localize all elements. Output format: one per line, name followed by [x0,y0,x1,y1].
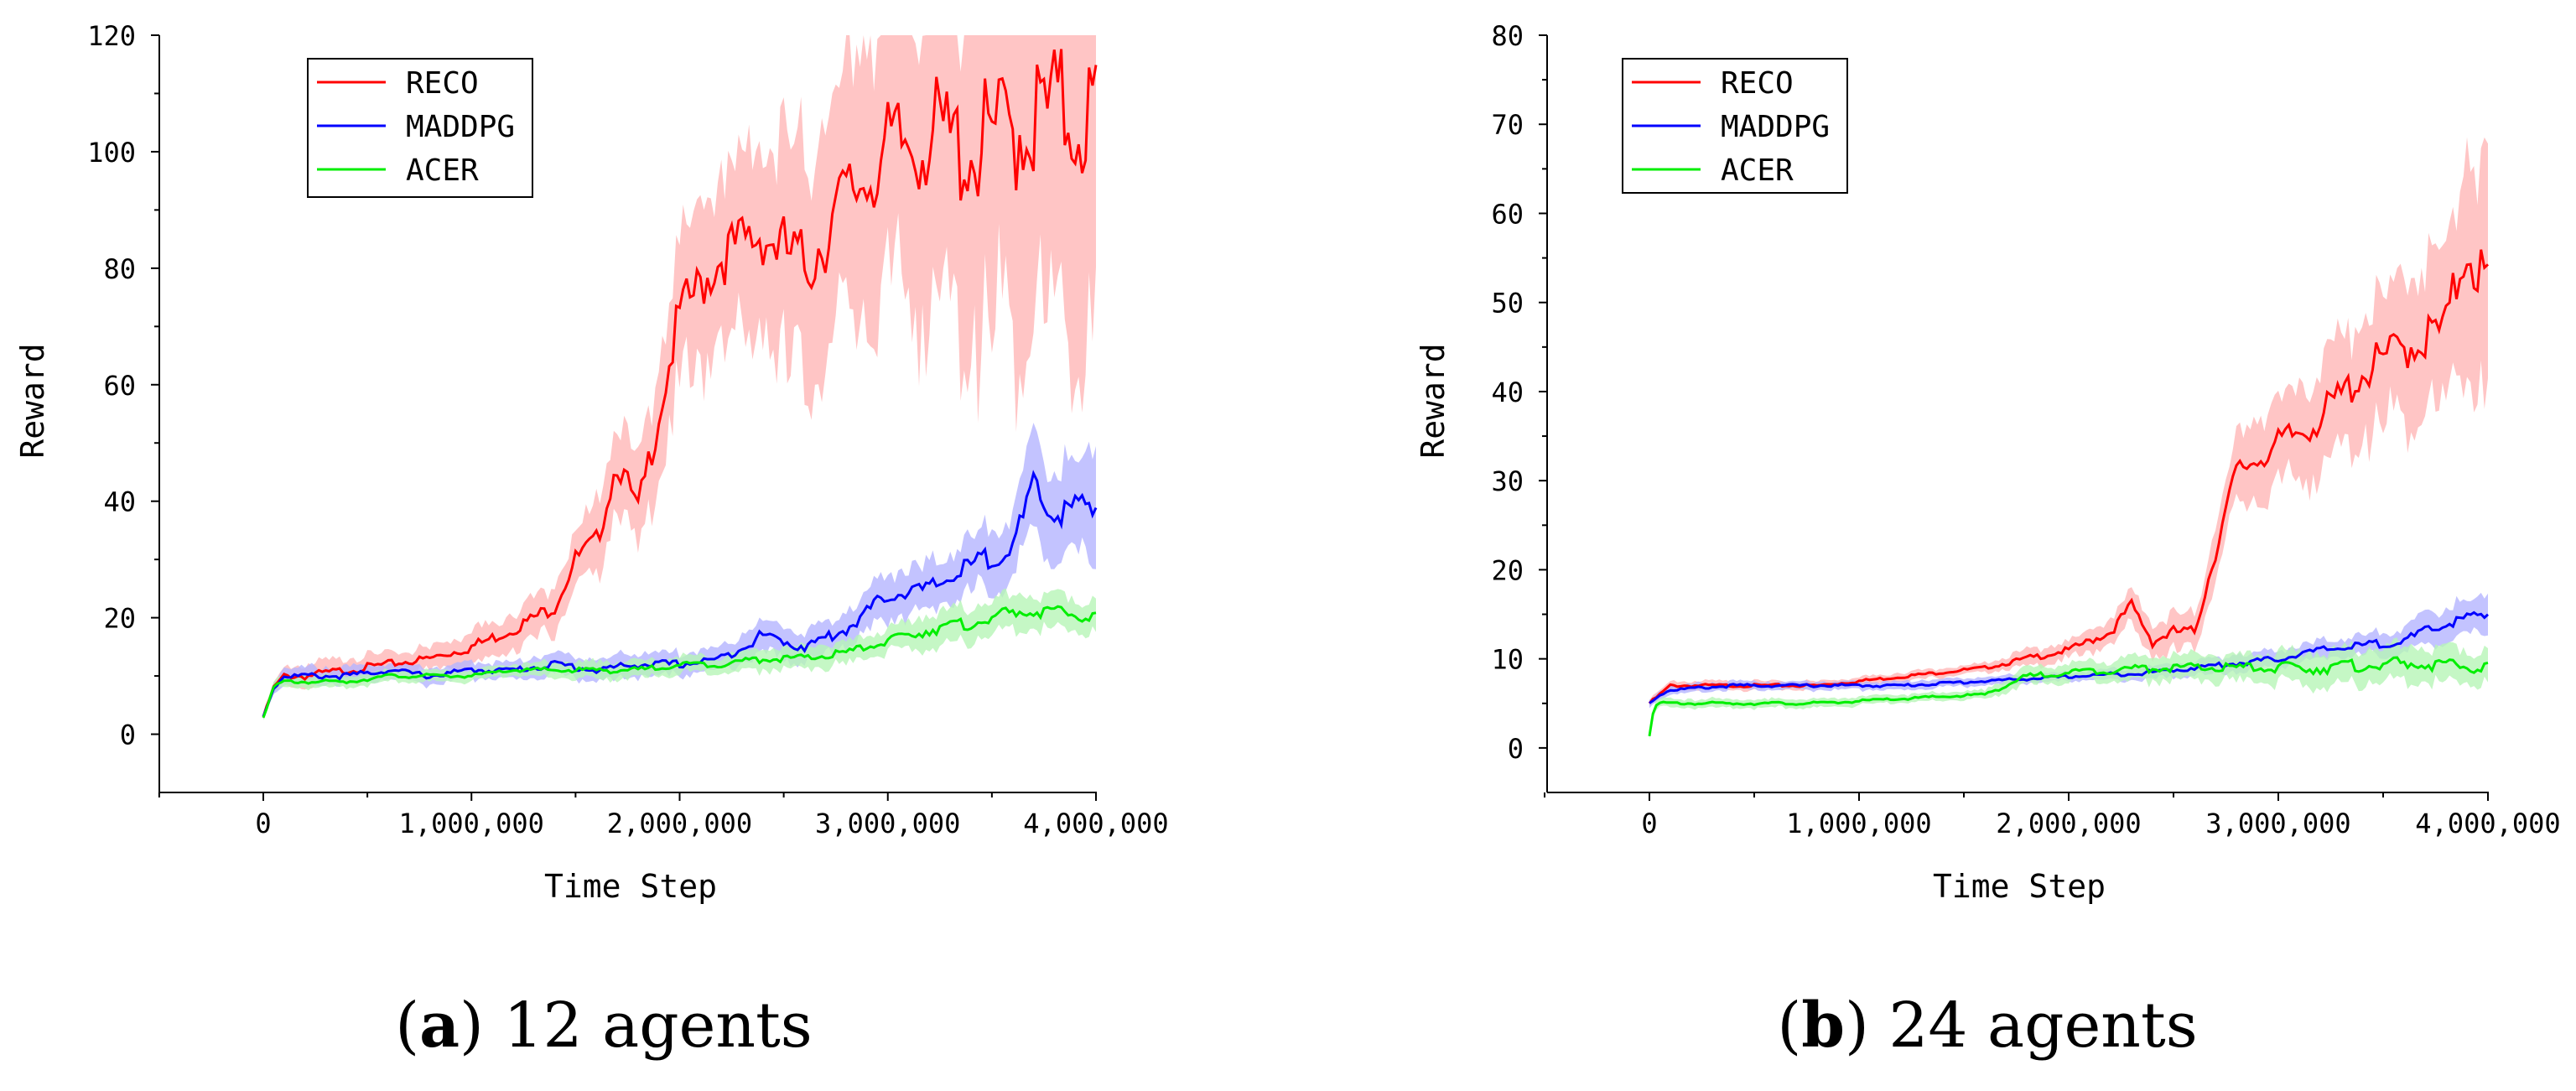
panel-b-caption: (b) 24 agents [1777,990,2197,1062]
panel-a-x-tick-label: 4,000,000 [1023,808,1168,839]
panel-b-x-tick-label: 3,000,000 [2205,808,2350,839]
panel-a-legend-label-reco: RECO [406,66,479,101]
panel-a-y-tick-label: 20 [103,603,136,635]
panel-b-y-tick-label: 30 [1491,465,1524,497]
panel-b-y-tick-label: 20 [1491,554,1524,586]
panel-b-axes [1546,35,2489,793]
panel-b-y-tick-label: 80 [1491,20,1524,52]
panel-a-caption-close: ) [460,990,503,1062]
panel-a-axes [158,35,1097,793]
panel-b: 0 10 20 30 40 50 60 70 80 0 1,000,000 2,000,000 3,00… [1415,20,2561,1062]
panel-a-line-maddpg [262,470,1098,718]
panel-b-caption-label: b [1801,990,1845,1062]
panel-a-bands [263,35,1096,720]
panel-b-band-reco [1649,137,2488,707]
panel-b-x-tick-label: 4,000,000 [2415,808,2560,839]
panel-b-x-tick-label: 2,000,000 [1996,808,2141,839]
panel-a-y-tick-label: 100 [87,137,136,169]
panel-a-y-tick-label: 60 [103,370,136,402]
panel-a-legend-label-maddpg: MADDPG [406,110,515,144]
panel-a-x-axis-label: Time Step [544,868,717,905]
panel-a-legend-label-acer: ACER [406,153,479,188]
panel-b-legend: RECO MADDPG ACER [1622,58,1848,194]
panel-b-caption-close: ) [1845,990,1888,1062]
panel-a-y-tick-label: 120 [87,20,136,52]
panel-b-y-axis-label: Reward [1415,343,1452,458]
panel-b-legend-label-maddpg: MADDPG [1721,110,1830,144]
panel-b-legend-label-reco: RECO [1721,66,1794,101]
panel-b-band-maddpg [1649,592,2488,709]
panel-b-caption-text: 24 agents [1888,990,2197,1062]
panel-b-y-tick-label: 10 [1491,644,1524,676]
panel-a-caption: (a) 12 agents [395,990,813,1062]
panel-b-ticks: 0 10 20 30 40 50 60 70 80 0 1,000,000 2,000,000 3,00… [1491,20,2560,839]
panel-b-caption-open: ( [1777,990,1801,1062]
panel-a-band-acer [263,588,1096,720]
panel-b-line-reco [1648,249,2490,704]
panel-a-x-tick-label: 1,000,000 [399,808,544,839]
panel-a-y-axis-label: Reward [14,343,51,458]
panel-b-x-axis-label: Time Step [1933,868,2106,905]
panel-b-y-tick-label: 40 [1491,377,1524,408]
panel-b-y-tick-label: 70 [1491,109,1524,141]
panel-a-caption-label: a [419,990,460,1062]
panel-b-lines [1648,249,2490,737]
panel-a-line-reco [262,49,1098,718]
panel-a-line-acer [262,605,1097,719]
panel-a-lines [262,49,1098,719]
panel-b-x-tick-label: 1,000,000 [1786,808,1931,839]
panel-a-x-tick-label: 3,000,000 [815,808,960,839]
panel-a-y-tick-label: 40 [103,486,136,518]
panel-b-y-tick-label: 0 [1508,733,1524,765]
panel-b-legend-label-acer: ACER [1721,153,1794,188]
panel-a-x-tick-label: 0 [255,808,271,839]
panel-a-x-tick-label: 2,000,000 [607,808,752,839]
panel-a-y-tick-label: 80 [103,253,136,285]
panel-a-caption-open: ( [395,990,419,1062]
panel-b-line-acer [1648,656,2489,737]
panel-a-band-reco [263,35,1096,720]
panel-b-y-tick-label: 50 [1491,288,1524,320]
panel-a-ticks: 0 20 40 60 80 100 120 0 1,000,000 2,000,000 3,000,… [87,20,1168,839]
panel-a: 0 20 40 60 80 100 120 0 1,000,000 2,000,000 3,000,… [14,20,1169,1062]
panel-b-x-tick-label: 0 [1641,808,1657,839]
panel-a-caption-text: 12 agents [503,990,812,1062]
panel-b-band-acer [1649,637,2488,740]
panel-a-legend: RECO MADDPG ACER [307,58,533,198]
panel-b-y-tick-label: 60 [1491,198,1524,230]
panel-b-line-maddpg [1649,610,2489,704]
panel-a-y-tick-label: 0 [120,720,136,751]
